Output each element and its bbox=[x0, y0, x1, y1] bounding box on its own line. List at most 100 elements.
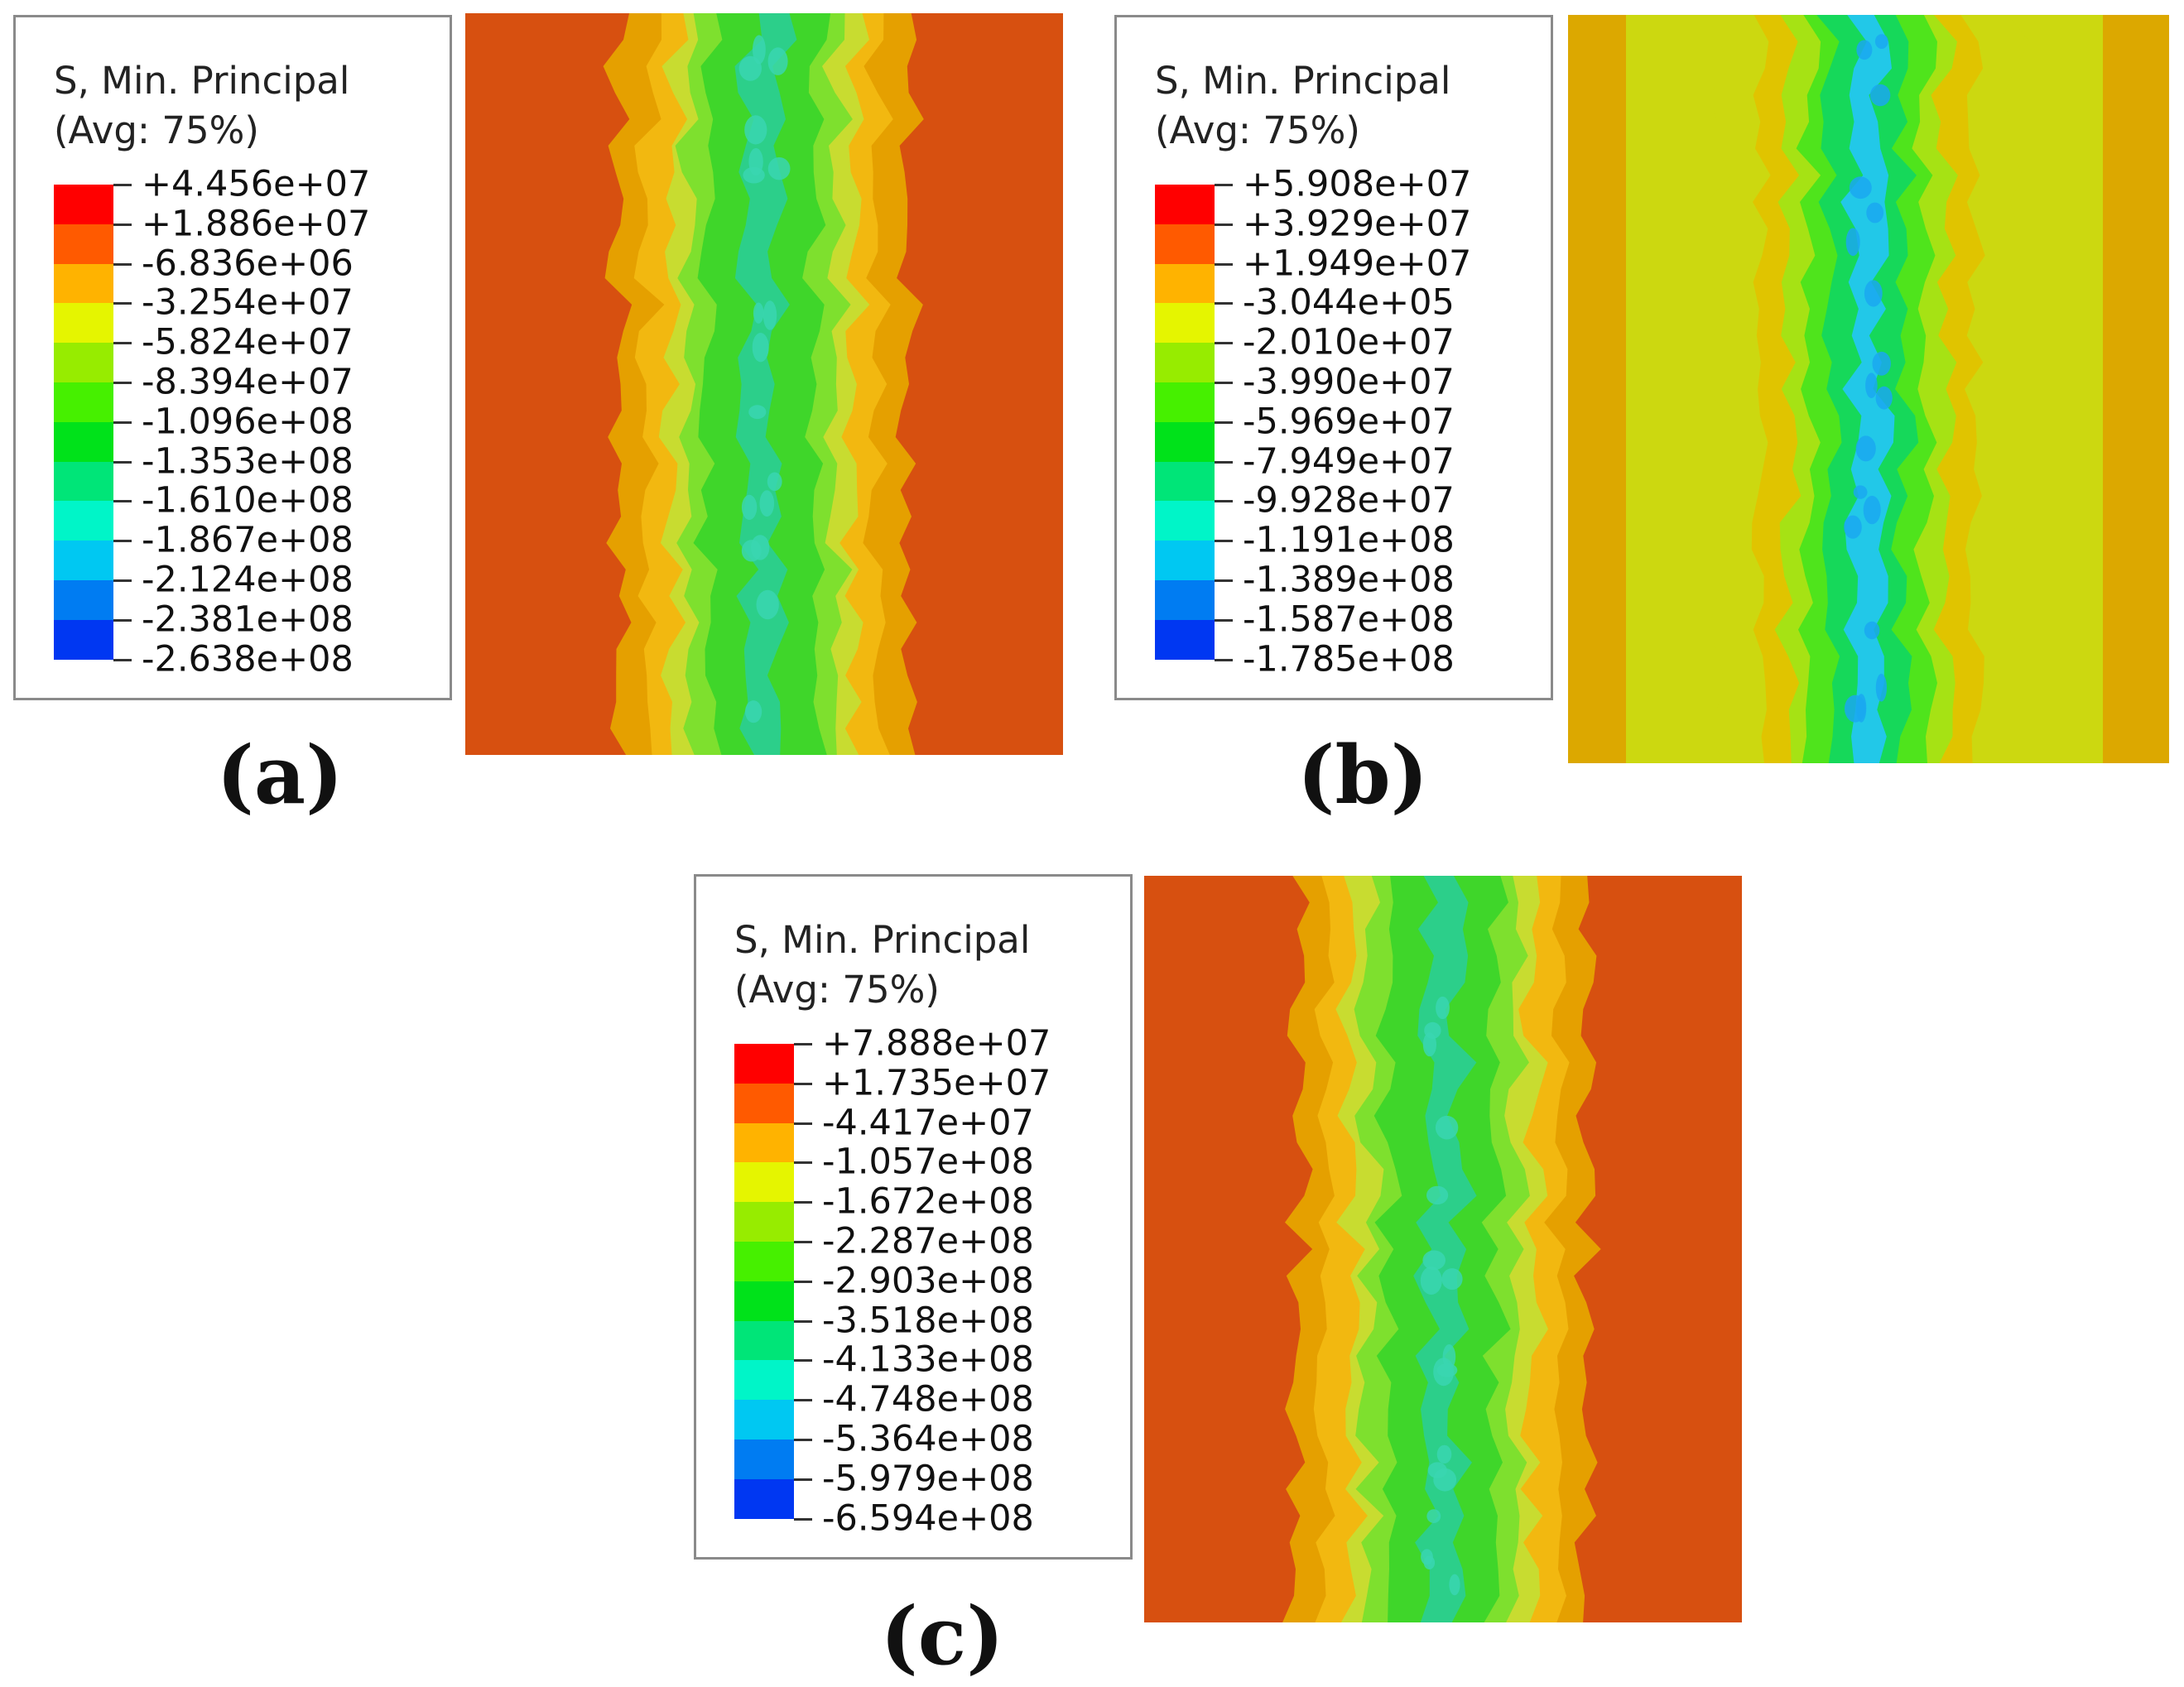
legend-swatch bbox=[1155, 541, 1215, 581]
legend-value: -1.587e+08 bbox=[1243, 598, 1455, 641]
legend-tick bbox=[113, 579, 132, 582]
legend-swatch bbox=[734, 1439, 794, 1480]
legend-swatch bbox=[1155, 501, 1215, 541]
legend-b: S, Min. Principal (Avg: 75%) +5.908e+07 +… bbox=[1114, 15, 1553, 700]
legend-value: -4.748e+08 bbox=[822, 1378, 1034, 1420]
legend-swatch bbox=[734, 1360, 794, 1401]
legend-value: -1.389e+08 bbox=[1243, 559, 1455, 601]
stress-hotspot bbox=[1442, 1344, 1456, 1370]
legend-tick bbox=[113, 421, 132, 424]
stress-hotspot bbox=[752, 333, 769, 363]
legend-value: -2.287e+08 bbox=[822, 1220, 1034, 1262]
legend-swatch bbox=[1155, 343, 1215, 383]
stress-hotspot bbox=[1436, 1363, 1458, 1377]
legend-tick bbox=[113, 658, 132, 661]
legend-tick bbox=[794, 1122, 812, 1125]
legend-value: +4.456e+07 bbox=[142, 163, 371, 205]
legend-tick bbox=[1215, 421, 1233, 424]
legend-tick bbox=[794, 1082, 812, 1085]
stress-hotspot bbox=[738, 55, 762, 81]
stress-hotspot bbox=[1420, 1266, 1442, 1295]
legend-value: +1.735e+07 bbox=[822, 1062, 1051, 1104]
stress-hotspot bbox=[1845, 695, 1866, 723]
legend-swatch bbox=[734, 1122, 794, 1163]
legend-swatch bbox=[734, 1281, 794, 1322]
stress-contour-plot-b bbox=[1568, 15, 2169, 763]
legend-swatch bbox=[734, 1202, 794, 1242]
stress-hotspot bbox=[741, 540, 762, 562]
legend-value: -3.044e+05 bbox=[1243, 281, 1455, 324]
stress-hotspot bbox=[1449, 1574, 1460, 1596]
legend-title: S, Min. Principal bbox=[54, 59, 350, 103]
stress-hotspot bbox=[743, 166, 765, 184]
stress-hotspot bbox=[1875, 673, 1887, 702]
stress-hotspot bbox=[1844, 515, 1862, 539]
legend-value: -2.381e+08 bbox=[142, 598, 354, 641]
legend-tick bbox=[113, 302, 132, 305]
legend-tick bbox=[794, 1319, 812, 1323]
legend-tick bbox=[794, 1280, 812, 1283]
legend-value: -2.010e+07 bbox=[1243, 321, 1455, 363]
legend-value: -2.124e+08 bbox=[142, 559, 354, 601]
legend-swatch bbox=[54, 343, 113, 383]
legend-tick bbox=[794, 1359, 812, 1363]
legend-a: S, Min. Principal (Avg: 75%) +4.456e+07 +… bbox=[13, 15, 452, 700]
legend-swatch bbox=[54, 541, 113, 581]
stress-hotspot bbox=[1849, 176, 1872, 199]
stress-hotspot bbox=[1426, 1185, 1449, 1205]
legend-value: -5.364e+08 bbox=[822, 1418, 1034, 1460]
legend-tick bbox=[1215, 223, 1233, 226]
legend-tick bbox=[1215, 618, 1233, 622]
legend-tick bbox=[794, 1478, 812, 1481]
legend-value: -1.353e+08 bbox=[142, 440, 354, 483]
legend-swatch bbox=[734, 1044, 794, 1084]
stress-hotspot bbox=[1436, 1444, 1452, 1464]
legend-swatch bbox=[54, 461, 113, 502]
legend-value: -1.867e+08 bbox=[142, 519, 354, 561]
legend-title: S, Min. Principal bbox=[734, 918, 1031, 962]
edge-band-left bbox=[1568, 15, 1626, 763]
legend-tick bbox=[794, 1161, 812, 1165]
stress-contour-plot-c bbox=[1144, 876, 1742, 1622]
legend-tick bbox=[1215, 342, 1233, 345]
stress-hotspot bbox=[759, 490, 775, 517]
stress-hotspot bbox=[1436, 996, 1450, 1020]
stress-hotspot bbox=[753, 35, 766, 65]
legend-swatch bbox=[54, 501, 113, 541]
legend-tick bbox=[794, 1399, 812, 1402]
stress-hotspot bbox=[1865, 372, 1878, 399]
legend-value: -1.057e+08 bbox=[822, 1141, 1034, 1183]
legend-swatch bbox=[54, 223, 113, 265]
legend-swatch bbox=[734, 1400, 794, 1440]
stress-hotspot bbox=[1421, 1549, 1433, 1565]
stress-hotspot bbox=[1866, 202, 1884, 223]
legend-swatch bbox=[54, 263, 113, 304]
legend-swatch bbox=[54, 185, 113, 225]
legend-swatch bbox=[54, 619, 113, 661]
legend-swatch bbox=[1155, 223, 1215, 265]
stress-hotspot bbox=[1845, 228, 1860, 257]
legend-swatch bbox=[1155, 461, 1215, 502]
stress-hotspot bbox=[1864, 621, 1880, 640]
legend-tick bbox=[113, 500, 132, 503]
legend-swatch bbox=[1155, 185, 1215, 225]
legend-value: -8.394e+07 bbox=[142, 361, 354, 403]
legend-tick bbox=[1215, 658, 1233, 661]
legend-tick bbox=[113, 342, 132, 345]
stress-hotspot bbox=[767, 157, 791, 180]
stress-hotspot bbox=[1874, 34, 1888, 49]
legend-value: -6.594e+08 bbox=[822, 1497, 1034, 1540]
stress-hotspot bbox=[1435, 1115, 1459, 1140]
legend-swatch bbox=[1155, 303, 1215, 344]
legend-value: -3.518e+08 bbox=[822, 1300, 1034, 1342]
stress-hotspot bbox=[1433, 1468, 1457, 1492]
legend-value: -9.928e+07 bbox=[1243, 479, 1455, 521]
legend-value: -2.638e+08 bbox=[142, 638, 354, 680]
legend-tick bbox=[113, 460, 132, 464]
legend-tick bbox=[794, 1201, 812, 1204]
stress-band-5 bbox=[1413, 876, 1477, 1622]
legend-tick bbox=[1215, 540, 1233, 543]
stress-hotspot bbox=[753, 302, 764, 324]
legend-value: -5.824e+07 bbox=[142, 321, 354, 363]
legend-value: -1.610e+08 bbox=[142, 479, 354, 521]
